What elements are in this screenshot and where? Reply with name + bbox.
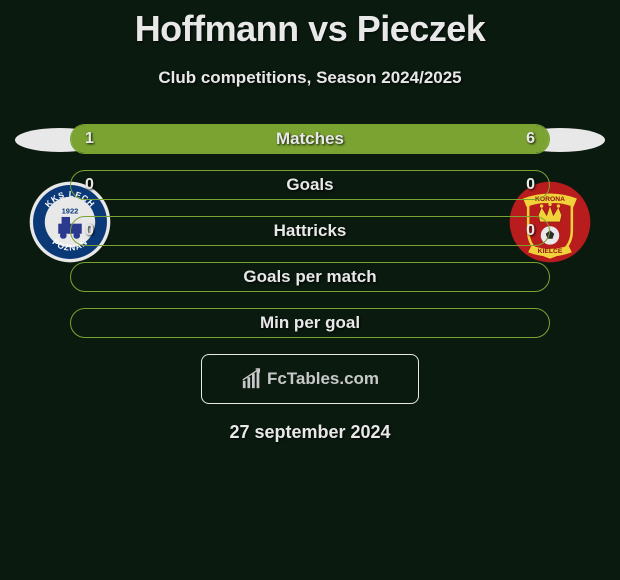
stat-label: Min per goal	[71, 309, 549, 337]
stat-value-right: 0	[526, 171, 535, 199]
stat-row: Goals per match	[70, 262, 550, 292]
stat-label: Goals	[71, 171, 549, 199]
stat-value-left: 0	[85, 217, 94, 245]
stats-comparison: Matches16Goals00Hattricks00Goals per mat…	[70, 124, 550, 338]
stat-value-left: 1	[85, 125, 94, 153]
season-subtitle: Club competitions, Season 2024/2025	[0, 68, 620, 88]
stat-value-right: 0	[526, 217, 535, 245]
date-footer: 27 september 2024	[0, 422, 620, 443]
fctables-attribution: FcTables.com	[201, 354, 419, 404]
stat-value-left: 0	[85, 171, 94, 199]
stat-label: Goals per match	[71, 263, 549, 291]
stat-row: Goals0 0	[70, 170, 550, 200]
stat-row: Min per goal	[70, 308, 550, 338]
stat-row: Hattricks0 0	[70, 216, 550, 246]
bar-chart-icon	[241, 368, 263, 390]
stat-label: Matches	[71, 125, 549, 153]
stat-label: Hattricks	[71, 217, 549, 245]
stat-row: Matches1 6	[70, 124, 550, 154]
stat-value-right: 6	[526, 125, 535, 153]
fctables-label: FcTables.com	[267, 369, 379, 389]
page-title: Hoffmann vs Pieczek	[0, 0, 620, 50]
